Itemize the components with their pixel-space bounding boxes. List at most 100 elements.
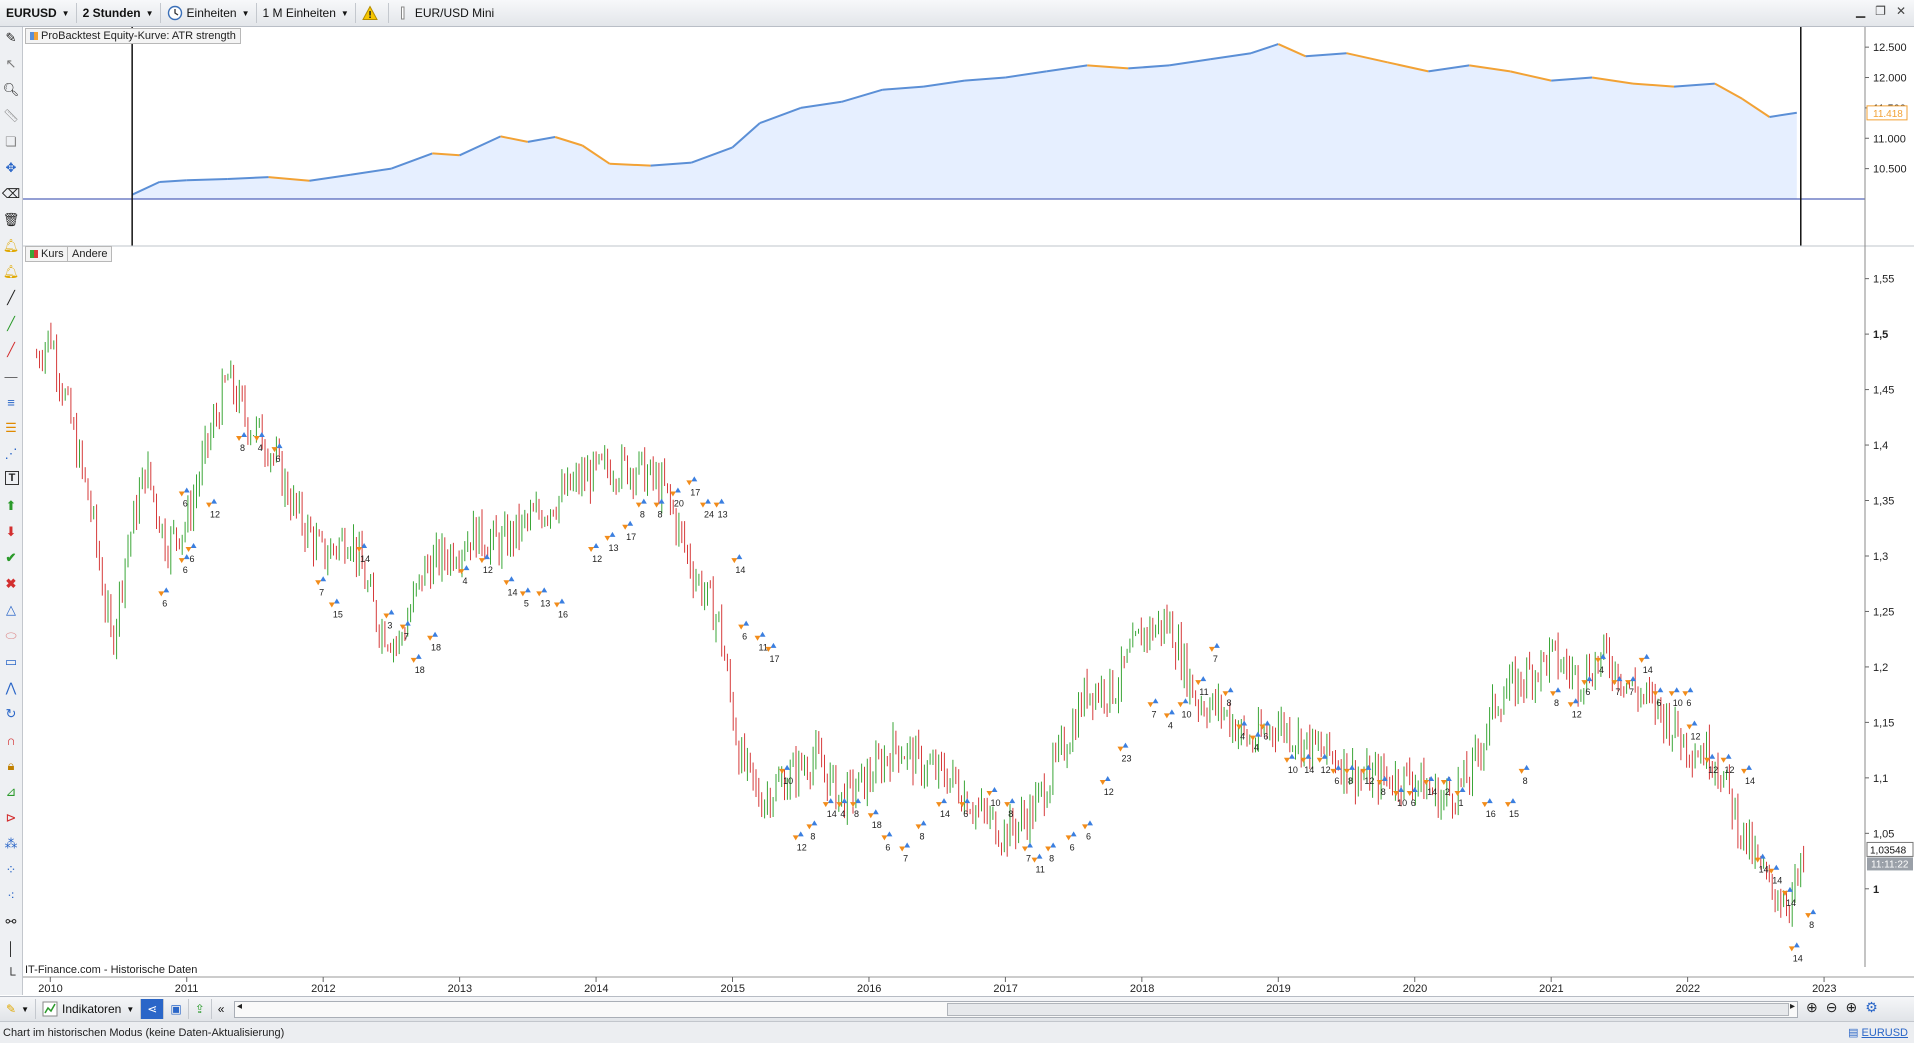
settings-icon[interactable]: ⚙	[1865, 999, 1878, 1015]
zoom-out-icon[interactable]: ⊖	[1825, 999, 1838, 1015]
draw-menu-button[interactable]: ✎ ▼	[0, 999, 36, 1019]
price-legend-other[interactable]: Andere	[67, 246, 113, 262]
buy-marker-icon	[1182, 698, 1189, 704]
rectangle-icon[interactable]: ▭	[4, 654, 18, 669]
buy-marker-icon	[1213, 642, 1220, 648]
trade-count-label: 6	[885, 842, 890, 852]
link-icon[interactable]: ⚯	[5, 914, 17, 929]
trash-icon[interactable]: 🗑︎	[2, 212, 20, 227]
gann-icon[interactable]: ⊿	[5, 784, 17, 799]
magnet-icon[interactable]: ∩	[6, 732, 16, 748]
lock-icon[interactable]: 🔒︎	[7, 758, 15, 773]
fan-icon[interactable]: ⊳	[5, 810, 17, 825]
share-button[interactable]: ⋖	[141, 999, 165, 1019]
buy-marker-icon	[463, 565, 470, 571]
price-legend-kurs[interactable]: Kurs	[25, 246, 69, 262]
checkmark-icon[interactable]: ✔	[5, 550, 17, 565]
trade-count-label: 12	[1708, 765, 1718, 775]
rotate-icon[interactable]: ↻	[5, 706, 17, 721]
sell-marker-icon	[713, 502, 720, 508]
wave-icon[interactable]: ⋀	[5, 680, 17, 695]
zoom-icon[interactable]: 🔍︎	[2, 82, 20, 97]
sell-marker-icon	[1704, 757, 1711, 763]
scroll-left-fast-button[interactable]: «	[212, 999, 231, 1019]
eraser-icon[interactable]: ⌫	[1, 186, 21, 201]
pencil-icon[interactable]: ✎	[5, 30, 17, 45]
horizontal-line-icon[interactable]: —	[4, 368, 18, 384]
trade-count-label: 8	[920, 831, 925, 841]
sell-marker-icon	[185, 546, 192, 552]
equity-legend[interactable]: ProBacktest Equity-Kurve: ATR strength	[25, 28, 241, 44]
zoom-controls: ⊕ ⊖ ⊕ ⚙	[1806, 999, 1878, 1016]
scroll-right-icon[interactable]: ▸	[1789, 1001, 1795, 1012]
sell-marker-icon	[792, 835, 799, 841]
points-icon[interactable]: ⁖	[7, 888, 15, 903]
buy-marker-icon	[1687, 687, 1694, 693]
units-selector[interactable]: Einheiten ▼	[161, 3, 257, 23]
sell-marker-icon	[315, 580, 322, 586]
equity-line-segment	[581, 144, 611, 165]
sell-marker-icon	[1611, 680, 1618, 686]
horizontal-scrollbar[interactable]: ◂ ▸	[234, 1001, 1798, 1018]
ellipse-icon[interactable]: ⬭	[5, 628, 17, 643]
trade-count-label: 14	[1759, 865, 1769, 875]
sell-marker-icon	[850, 802, 857, 808]
scrollbar-thumb[interactable]	[947, 1003, 1789, 1016]
vertical-line-icon[interactable]: │	[6, 940, 16, 956]
triangle-icon[interactable]: △	[6, 602, 16, 617]
alert-bell-2-icon[interactable]: 🔔︎	[2, 264, 20, 279]
line-tool-icon[interactable]: ╱	[7, 290, 15, 305]
units-count-selector[interactable]: 1 M Einheiten ▼	[257, 3, 356, 23]
move-icon[interactable]: ✥	[5, 160, 17, 175]
buy-marker-icon	[1725, 753, 1732, 759]
scroll-left-icon[interactable]: ◂	[237, 1001, 243, 1012]
sell-marker-icon	[1300, 757, 1307, 763]
zoom-fit-icon[interactable]: ⊕	[1806, 999, 1818, 1015]
trade-count-label: 6	[1686, 698, 1691, 708]
buy-marker-icon	[1288, 753, 1295, 759]
warning-button[interactable]	[356, 3, 389, 23]
timeframe-selector[interactable]: 2 Stunden ▼	[77, 3, 161, 23]
sell-marker-icon	[410, 657, 417, 663]
status-symbol-link[interactable]: ▤ EURUSD	[1848, 1026, 1908, 1040]
cursor-icon[interactable]: ↖	[5, 56, 17, 71]
pattern-icon[interactable]: ⁂	[4, 836, 18, 851]
chart-icon: ▤	[1848, 1027, 1859, 1039]
sell-marker-icon	[1195, 680, 1202, 686]
alert-bell-icon[interactable]: 🔔︎	[2, 238, 20, 253]
close-icon[interactable]: ✕	[1895, 4, 1906, 18]
price-tick-label: 1,4	[1873, 440, 1888, 452]
equity-line-segment	[131, 181, 160, 196]
x-tick-label: 2012	[311, 983, 335, 995]
minimize-icon[interactable]: ▁	[1855, 4, 1866, 18]
corner-icon[interactable]: └	[6, 966, 16, 982]
trendline-green-icon[interactable]: ╱	[7, 316, 15, 331]
trendline-red-icon[interactable]: ╱	[7, 342, 15, 357]
cross-icon[interactable]: ✖	[5, 576, 17, 591]
export-button[interactable]: ⇪	[189, 999, 212, 1019]
zoom-in-icon[interactable]: ⊕	[1845, 999, 1858, 1015]
buy-marker-icon	[183, 554, 190, 560]
channel-icon[interactable]: ≡	[7, 394, 15, 410]
equity-line-segment	[1087, 64, 1129, 70]
trade-count-label: 17	[690, 487, 700, 497]
window-layout-button[interactable]: ▣	[164, 999, 189, 1019]
arrow-down-icon[interactable]: ⬇	[5, 524, 17, 539]
sell-marker-icon	[959, 802, 966, 808]
dots-pattern-icon[interactable]: ⁘	[5, 862, 17, 877]
ruler-icon[interactable]: 📏︎	[2, 108, 20, 123]
indicators-button[interactable]: Indikatoren ▼	[36, 999, 142, 1019]
copy-icon[interactable]: ❏	[5, 134, 17, 149]
sell-marker-icon	[1638, 657, 1645, 663]
sell-marker-icon	[1004, 802, 1011, 808]
text-tool-icon[interactable]: T	[5, 471, 19, 485]
arrow-up-icon[interactable]: ⬆	[5, 498, 17, 513]
restore-icon[interactable]: ❐	[1875, 4, 1886, 18]
buy-marker-icon	[640, 498, 647, 504]
sell-marker-icon	[1021, 846, 1028, 852]
fibonacci-icon[interactable]: ☰	[5, 420, 17, 435]
pitchfork-icon[interactable]: ⋰	[4, 446, 18, 461]
equity-line-segment	[1046, 64, 1088, 73]
symbol-selector[interactable]: EURUSD ▼	[0, 3, 77, 23]
